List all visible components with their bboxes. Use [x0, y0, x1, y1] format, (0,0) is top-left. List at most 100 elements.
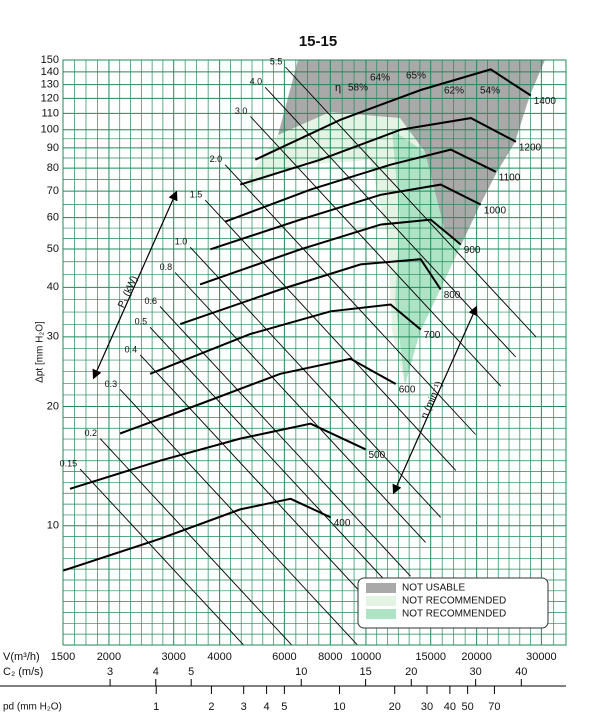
speed-label: 500: [368, 450, 385, 461]
legend-label: NOT RECOMMENDED: [402, 609, 506, 620]
pd-tick-label: 10: [333, 701, 345, 713]
efficiency-label: 65%: [406, 71, 426, 82]
x-tick-label: 1500: [51, 651, 75, 663]
speed-curve: [179, 258, 442, 326]
y-tick-label: 90: [47, 142, 59, 154]
legend-label: NOT USABLE: [402, 583, 465, 594]
y-tick-label: 60: [47, 212, 59, 224]
c2-axis-label: C₂ (m/s): [3, 666, 43, 678]
power-line-label: 1.0: [175, 237, 188, 247]
speed-label: 800: [444, 290, 461, 301]
power-line-label: 1.5: [190, 190, 203, 200]
y-tick-label: 80: [47, 162, 59, 174]
x-axis-label: V(m³/h): [3, 651, 40, 663]
speed-label: 700: [424, 330, 441, 341]
y-tick-label: 30: [47, 331, 59, 343]
power-line-label: 5.5: [270, 56, 283, 66]
speed-label: 600: [399, 385, 416, 396]
legend-swatch: [366, 583, 396, 593]
y-tick-label: 140: [41, 66, 59, 78]
power-line-label: 0.3: [105, 379, 118, 389]
c2-tick-label: 40: [515, 666, 527, 678]
y-tick-label: 50: [47, 243, 59, 255]
legend-swatch: [366, 609, 396, 619]
c2-tick-label: 5: [188, 666, 194, 678]
speed-label: 400: [334, 518, 351, 529]
efficiency-label: 54%: [480, 86, 500, 97]
c2-tick-label: 10: [295, 666, 307, 678]
y-tick-label: 150: [41, 54, 59, 66]
efficiency-label: η: [335, 82, 341, 94]
power-line: [119, 389, 359, 645]
y-axis-label: Δpt [mm H₂O]: [35, 321, 46, 383]
plot-frame: [62, 59, 567, 646]
curves: [63, 66, 537, 645]
power-line: [159, 306, 411, 577]
efficiency-label: 62%: [444, 86, 464, 97]
speed-label: 1000: [484, 205, 507, 216]
speed-curve: [224, 148, 497, 223]
legend: NOT USABLE NOT RECOMMENDED NOT RECOMMENDED: [357, 577, 549, 629]
power-line-label: 4.0: [250, 77, 263, 87]
c2-tick-label: 3: [107, 666, 113, 678]
x-tick-label: 10000: [351, 651, 382, 663]
power-line-label: 0.8: [160, 262, 173, 272]
y-tick-label: 130: [41, 79, 59, 91]
y-tick-label: 110: [41, 107, 59, 119]
x-tick-label: 15000: [415, 651, 446, 663]
power-line: [285, 66, 537, 338]
power-line: [139, 354, 391, 625]
efficiency-label: 64%: [370, 73, 390, 84]
speed-curve: [63, 497, 332, 572]
speed-curve: [210, 183, 482, 251]
x-tick-label: 30000: [526, 651, 557, 663]
x-tick-label: 4000: [207, 651, 231, 663]
speed-label: 1100: [499, 172, 521, 183]
speed-label: 1400: [534, 96, 557, 107]
speed-arrow: [392, 305, 478, 495]
c2-tick-label: 20: [405, 666, 417, 678]
power-line-label: 0.4: [125, 344, 138, 354]
x-tick-label: 8000: [318, 651, 342, 663]
pd-tick-label: 4: [264, 701, 270, 713]
power-line-label: 0.15: [60, 459, 78, 469]
power-line-label: 3.0: [235, 106, 248, 116]
c2-tick-label: 4: [153, 666, 159, 678]
y-tick-label: 70: [47, 185, 59, 197]
labels: 1020304050607080901001101201301401501500…: [41, 54, 557, 713]
x-tick-label: 3000: [161, 651, 185, 663]
y-tick-label: 100: [41, 124, 59, 136]
y-tick-label: 20: [47, 400, 59, 412]
pd-tick-label: 5: [281, 701, 287, 713]
chart-title: 15-15: [299, 33, 337, 50]
pd-tick-label: 3: [241, 701, 247, 713]
speed-curve: [69, 422, 366, 490]
pd-tick-label: 1: [153, 701, 159, 713]
power-line: [174, 272, 426, 543]
pd-tick-label: 30: [421, 701, 433, 713]
power-line: [79, 468, 245, 645]
power-line: [149, 326, 401, 598]
y-tick-label: 120: [41, 92, 59, 104]
speed-label: 900: [464, 245, 481, 256]
power-line-label: 0.2: [85, 428, 98, 438]
power-line-label: 0.5: [135, 317, 148, 327]
x-tick-label: 6000: [272, 651, 296, 663]
power-line-label: 0.6: [145, 296, 158, 306]
pd-axis-label: pd (mm H₂O): [3, 702, 62, 713]
c2-tick-label: 15: [359, 666, 371, 678]
speed-curve: [199, 218, 462, 286]
power-line-label: 2.0: [210, 154, 223, 164]
speed-label: 1200: [519, 142, 542, 153]
pd-tick-label: 40: [444, 701, 456, 713]
speed-curve: [254, 68, 532, 161]
power-line: [99, 438, 293, 645]
not-usable: [278, 60, 545, 243]
speed-curve: [119, 357, 397, 435]
speed-curve: [239, 117, 517, 186]
x-tick-label: 2000: [97, 651, 121, 663]
pd-tick-label: 20: [389, 701, 401, 713]
y-tick-label: 10: [47, 520, 59, 532]
power-arrow: [92, 190, 178, 380]
